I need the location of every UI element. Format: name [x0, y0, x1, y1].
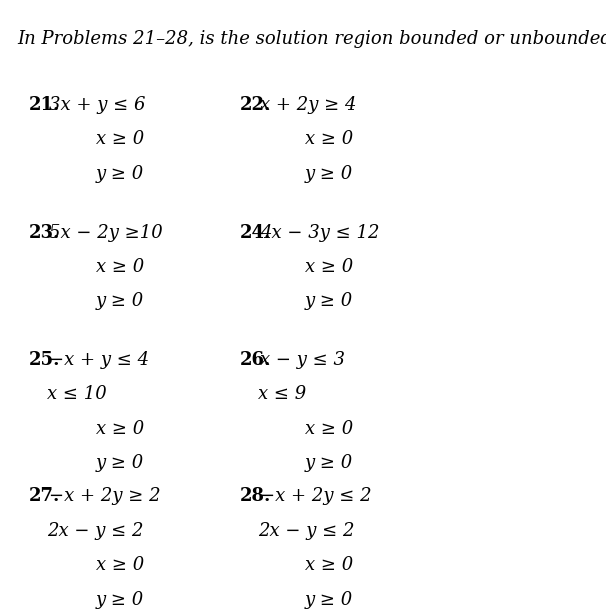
Text: y ≥ 0: y ≥ 0 — [305, 454, 353, 472]
Text: y ≥ 0: y ≥ 0 — [96, 292, 144, 310]
Text: x ≤ 10: x ≤ 10 — [47, 386, 107, 403]
Text: x ≥ 0: x ≥ 0 — [305, 420, 353, 438]
Text: x ≥ 0: x ≥ 0 — [305, 130, 353, 149]
Text: 27.: 27. — [29, 488, 60, 505]
Text: In Problems 21–28, is the solution region bounded or unbounded?: In Problems 21–28, is the solution regio… — [18, 30, 606, 49]
Text: 3x + y ≤ 6: 3x + y ≤ 6 — [49, 96, 145, 114]
Text: 4x − 3y ≤ 12: 4x − 3y ≤ 12 — [260, 223, 379, 241]
Text: 28.: 28. — [240, 488, 271, 505]
Text: x ≥ 0: x ≥ 0 — [96, 130, 144, 149]
Text: x ≥ 0: x ≥ 0 — [96, 420, 144, 438]
Text: y ≥ 0: y ≥ 0 — [96, 454, 144, 472]
Text: x ≥ 0: x ≥ 0 — [305, 258, 353, 276]
Text: x ≥ 0: x ≥ 0 — [305, 556, 353, 574]
Text: 25.: 25. — [29, 351, 61, 369]
Text: x − y ≤ 3: x − y ≤ 3 — [260, 351, 345, 369]
Text: 21.: 21. — [29, 96, 60, 114]
Text: 5x − 2y ≥10: 5x − 2y ≥10 — [49, 223, 163, 241]
Text: 2x − y ≤ 2: 2x − y ≤ 2 — [258, 522, 354, 540]
Text: y ≥ 0: y ≥ 0 — [305, 165, 353, 183]
Text: y ≥ 0: y ≥ 0 — [96, 591, 144, 608]
Text: 26.: 26. — [240, 351, 271, 369]
Text: x ≥ 0: x ≥ 0 — [96, 258, 144, 276]
Text: y ≥ 0: y ≥ 0 — [96, 165, 144, 183]
Text: 22.: 22. — [240, 96, 271, 114]
Text: y ≥ 0: y ≥ 0 — [305, 591, 353, 608]
Text: x ≤ 9: x ≤ 9 — [258, 386, 306, 403]
Text: 23.: 23. — [29, 223, 60, 241]
Text: 24.: 24. — [240, 223, 271, 241]
Text: x ≥ 0: x ≥ 0 — [96, 556, 144, 574]
Text: y ≥ 0: y ≥ 0 — [305, 292, 353, 310]
Text: 2x − y ≤ 2: 2x − y ≤ 2 — [47, 522, 143, 540]
Text: −x + 2y ≤ 2: −x + 2y ≤ 2 — [260, 488, 371, 505]
Text: −x + 2y ≥ 2: −x + 2y ≥ 2 — [49, 488, 161, 505]
Text: −x + y ≤ 4: −x + y ≤ 4 — [49, 351, 149, 369]
Text: x + 2y ≥ 4: x + 2y ≥ 4 — [260, 96, 356, 114]
